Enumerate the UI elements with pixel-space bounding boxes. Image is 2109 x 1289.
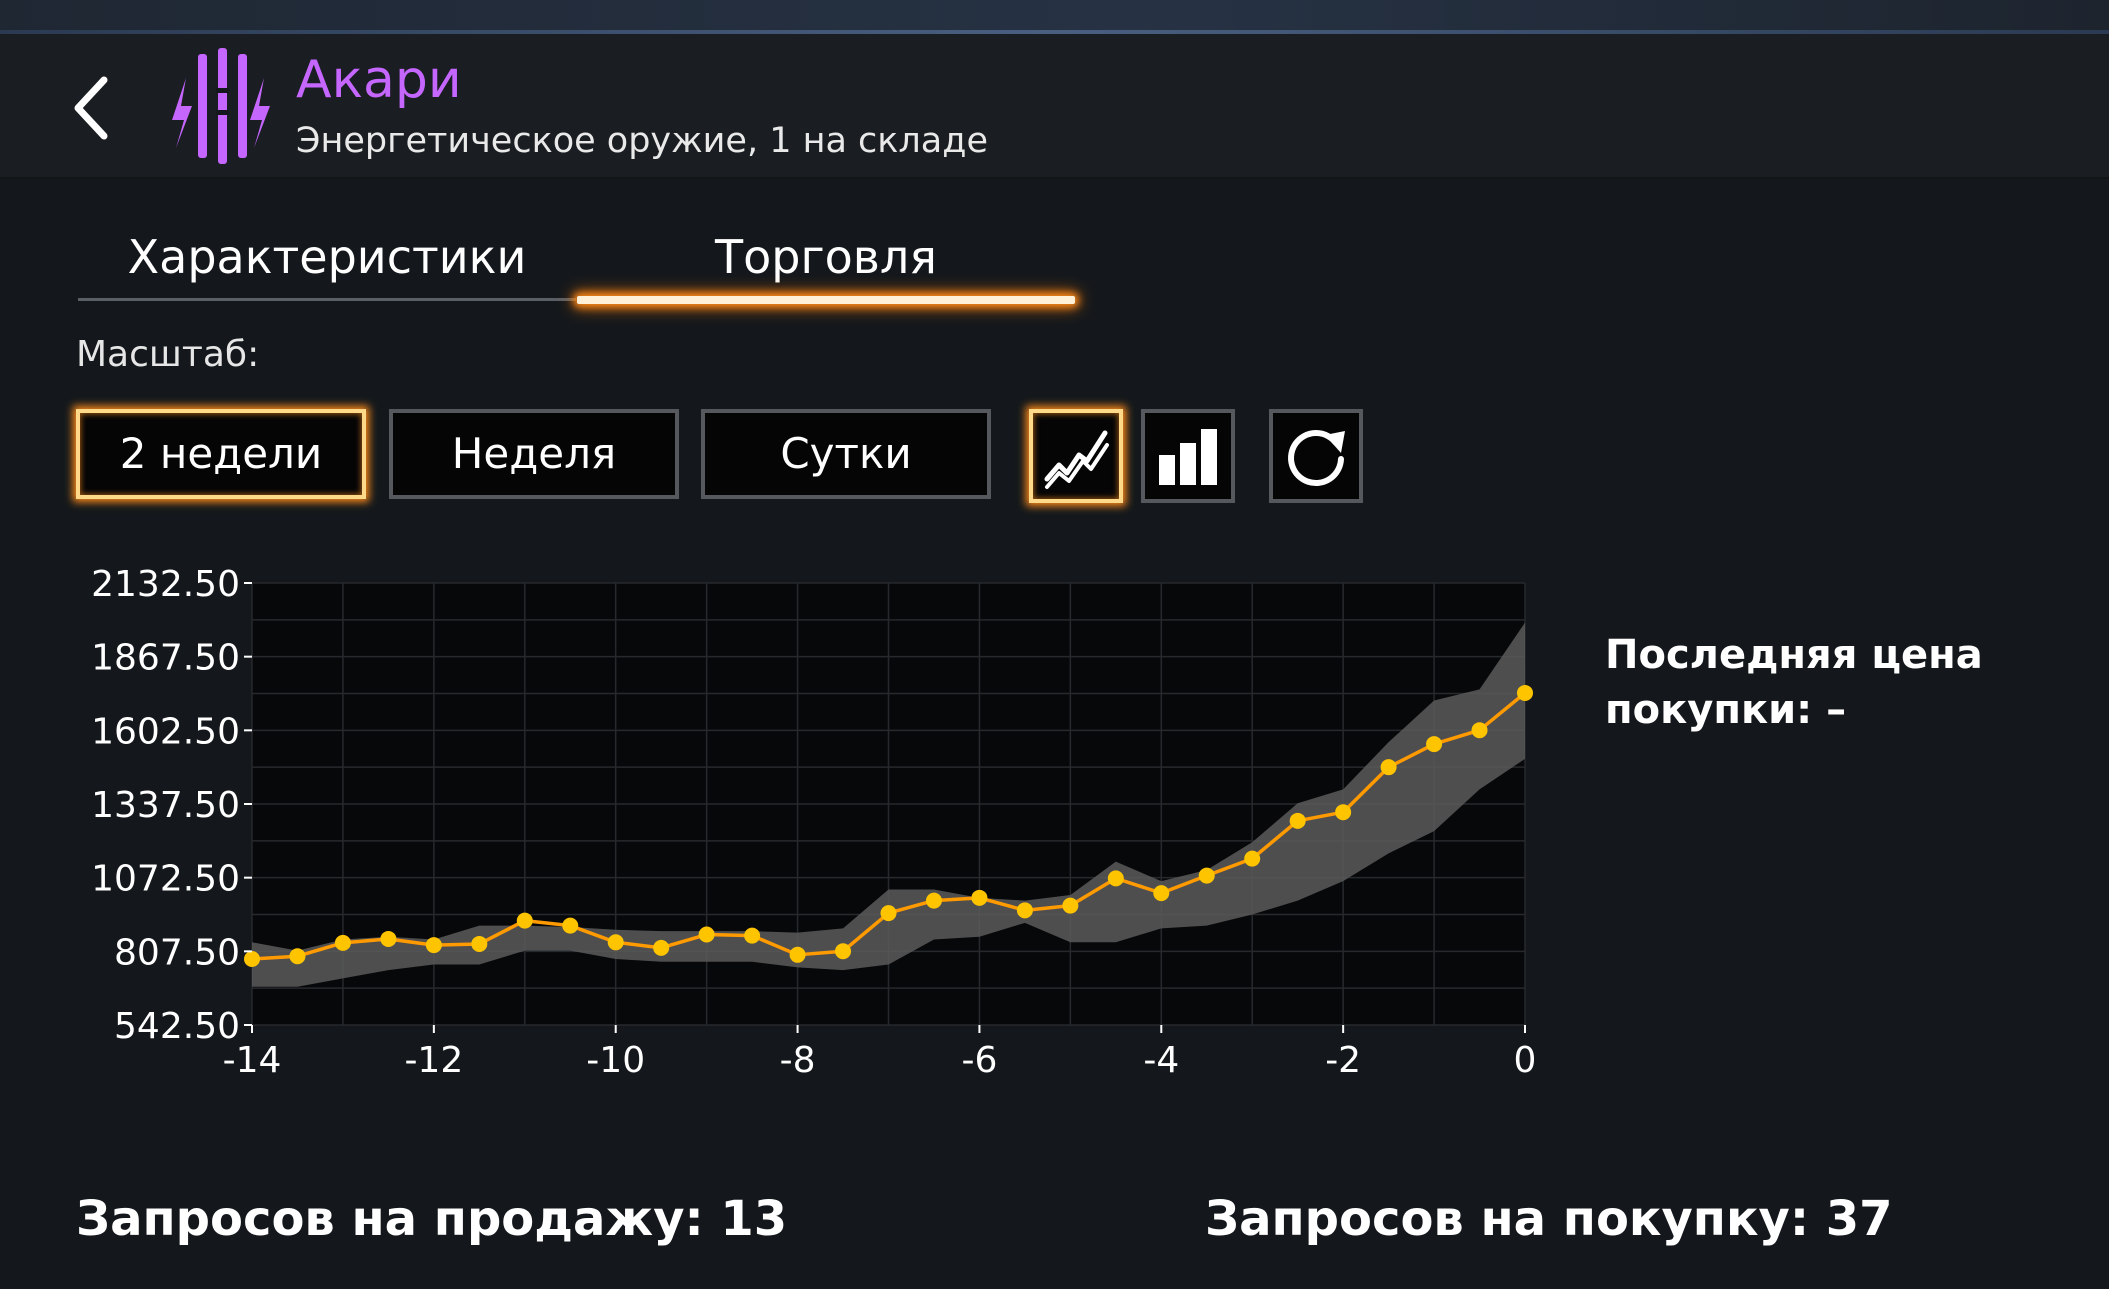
y-tick-label: 1867.50 xyxy=(91,638,240,679)
price-range-band xyxy=(252,622,1525,987)
data-point xyxy=(744,927,761,944)
item-subtitle: Энергетическое оружие, 1 на складе xyxy=(296,121,988,161)
bar-chart-mode-button[interactable] xyxy=(1141,409,1235,503)
data-point xyxy=(471,935,488,952)
y-tick-label: 1602.50 xyxy=(91,711,240,752)
data-point xyxy=(1517,684,1533,701)
data-point xyxy=(334,934,351,951)
data-point xyxy=(1062,897,1079,914)
data-point xyxy=(1107,870,1124,887)
data-point xyxy=(607,934,624,951)
data-point xyxy=(1289,812,1306,829)
active-tab-indicator xyxy=(577,296,1075,304)
y-tick-label: 807.50 xyxy=(114,932,240,973)
line-chart-icon xyxy=(1044,430,1109,489)
top-edge-strip xyxy=(0,0,2109,34)
energy-weapon-icon xyxy=(172,48,272,164)
data-point xyxy=(562,917,579,934)
data-point xyxy=(1380,759,1397,776)
bar-chart-icon xyxy=(1159,429,1217,485)
data-point xyxy=(835,943,852,960)
x-tick-label: -8 xyxy=(780,1040,816,1081)
data-point xyxy=(789,946,806,963)
data-point xyxy=(925,892,942,909)
header-bar xyxy=(0,34,2109,179)
line-chart-mode-button[interactable] xyxy=(1029,409,1123,503)
x-tick-label: -14 xyxy=(223,1040,282,1081)
sell-orders-count: Запросов на продажу: 13 xyxy=(76,1191,788,1247)
data-point xyxy=(1153,885,1170,902)
chevron-left-icon xyxy=(74,76,108,140)
refresh-button[interactable] xyxy=(1269,409,1363,503)
data-point xyxy=(1426,736,1443,753)
range-day-button[interactable]: Сутки xyxy=(701,409,991,499)
x-tick-label: 0 xyxy=(1514,1040,1537,1081)
x-tick-label: -12 xyxy=(404,1040,463,1081)
data-point xyxy=(971,889,988,906)
range-week-button[interactable]: Неделя xyxy=(389,409,679,499)
data-point xyxy=(1198,867,1215,884)
data-point xyxy=(380,930,397,947)
y-tick-label: 542.50 xyxy=(114,1006,240,1047)
tab-label: Характеристики xyxy=(127,230,527,284)
back-button[interactable] xyxy=(62,68,122,148)
buy-orders-count: Запросов на покупку: 37 xyxy=(1205,1191,1893,1247)
y-tick-label: 1072.50 xyxy=(91,859,240,900)
data-point xyxy=(1016,902,1033,919)
range-two-weeks-button[interactable]: 2 недели xyxy=(76,409,366,499)
data-point xyxy=(1244,850,1261,867)
item-name: Акари xyxy=(296,50,462,110)
scale-label: Масштаб: xyxy=(76,334,260,375)
y-tick-label: 1337.50 xyxy=(91,785,240,826)
data-point xyxy=(1335,804,1352,821)
x-tick-label: -6 xyxy=(961,1040,997,1081)
y-tick-label: 2132.50 xyxy=(91,564,240,605)
data-point xyxy=(1471,722,1488,739)
data-point xyxy=(880,905,897,922)
tab-trade[interactable]: Торговля xyxy=(577,222,1075,304)
data-point xyxy=(653,939,670,956)
refresh-icon xyxy=(1288,430,1345,486)
tab-characteristics[interactable]: Характеристики xyxy=(78,222,576,301)
data-point xyxy=(244,950,260,967)
data-point xyxy=(698,926,715,943)
data-point xyxy=(516,912,533,929)
data-point xyxy=(289,948,306,965)
x-tick-label: -10 xyxy=(586,1040,645,1081)
x-tick-label: -4 xyxy=(1143,1040,1179,1081)
tab-label: Торговля xyxy=(715,230,937,284)
x-tick-label: -2 xyxy=(1325,1040,1361,1081)
data-point xyxy=(425,937,442,954)
price-chart: 2132.50 1867.50 1602.50 1337.50 1072.50 807.5… xyxy=(91,564,1537,1081)
last-purchase-price: Последняя цена покупки: – xyxy=(1605,632,1983,733)
